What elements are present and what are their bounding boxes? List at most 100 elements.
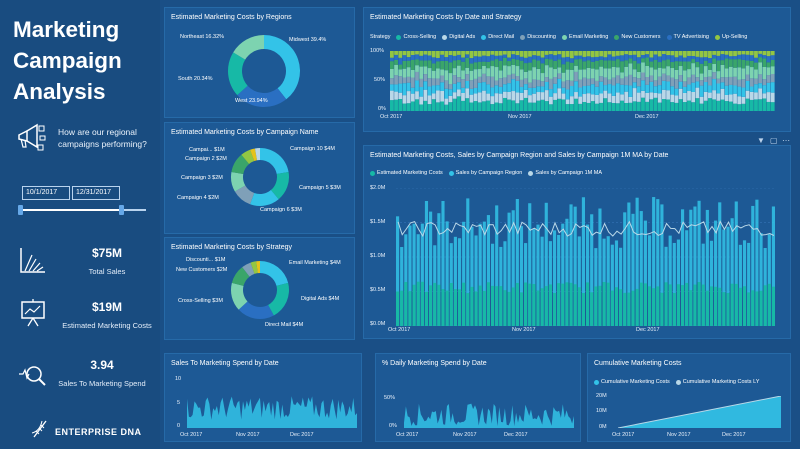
donut-slice[interactable]: [231, 267, 250, 286]
donut-slice[interactable]: [250, 148, 258, 162]
legend-item[interactable]: Sales by Campaign Region: [448, 170, 523, 176]
donut-slice[interactable]: [268, 282, 289, 316]
legend-item[interactable]: Direct Mail: [481, 34, 514, 40]
donut-slice[interactable]: [250, 261, 258, 274]
sales-bar-chart[interactable]: [396, 188, 776, 326]
donut-slice[interactable]: [238, 301, 274, 319]
legend-item[interactable]: Cross-Selling: [396, 34, 436, 40]
donut-slice[interactable]: [237, 85, 287, 107]
stacked-bar-segment: [737, 86, 742, 97]
sales-bar: [627, 202, 631, 326]
donut-slice[interactable]: [234, 185, 255, 205]
stacked-bar-segment: [615, 75, 620, 84]
end-date-input[interactable]: 12/31/2017: [72, 186, 120, 200]
campaign-donut[interactable]: [230, 147, 290, 207]
stacked-bar-segment: [528, 87, 532, 96]
legend-item[interactable]: Cumulative Marketing Costs: [594, 379, 670, 385]
stacked-bar-segment: [632, 77, 637, 83]
filter-icon[interactable]: ▼: [757, 136, 765, 145]
stacked-bar-segment: [465, 51, 470, 55]
stacked-bar-segment: [448, 89, 453, 96]
stacked-bar-segment: [549, 51, 553, 55]
stacked-bar-segment: [733, 51, 737, 57]
stacked-bar-segment: [666, 51, 670, 56]
cumulative-ly-line: [618, 396, 781, 428]
donut-slice[interactable]: [270, 171, 289, 200]
stacked-bar-segment: [682, 51, 687, 58]
y-tick-label: 0%: [389, 423, 397, 429]
legend-item[interactable]: Digital Ads: [442, 34, 475, 40]
legend-item[interactable]: Estimated Marketing Costs: [370, 170, 443, 176]
stacked-bar-segment: [741, 79, 746, 88]
legend-swatch: [614, 34, 620, 40]
donut-slice[interactable]: [231, 154, 250, 175]
stacked-bar-segment: [406, 91, 411, 104]
legend-item[interactable]: Email Marketing: [561, 34, 608, 40]
stacked-bar-segment: [507, 83, 511, 92]
stacked-bar-segment: [586, 102, 591, 111]
x-tick-label: Dec 2017: [504, 432, 528, 438]
legend-item[interactable]: Discounting: [520, 34, 556, 40]
donut-slice[interactable]: [241, 149, 255, 164]
donut-slice[interactable]: [260, 261, 289, 286]
cumulative-area-chart[interactable]: [618, 396, 781, 428]
sales-bar: [705, 209, 709, 326]
donut-slice[interactable]: [231, 171, 246, 192]
legend-label: Discounting: [527, 34, 556, 40]
regions-donut[interactable]: [227, 34, 301, 108]
stacked-bar-segment: [632, 101, 637, 111]
legend-item[interactable]: Sales by Campaign 1M MA: [528, 170, 602, 176]
legend-item[interactable]: Cumulative Marketing Costs LY: [675, 379, 759, 385]
stacked-bar-segment: [695, 77, 700, 82]
stacked-bar-segment: [749, 51, 754, 56]
stacked-bar-segment: [490, 76, 495, 88]
stacked-bar-segment: [758, 83, 763, 89]
more-options-icon[interactable]: ⋯: [782, 136, 790, 145]
stacked-bar-segment: [565, 51, 570, 57]
stacked-bar-segment: [394, 51, 398, 55]
stacked-bar-segment: [716, 55, 721, 61]
stacked-bar-segment: [712, 90, 717, 100]
legend-item[interactable]: TV Advertising: [666, 34, 709, 40]
stacked-bar-segment: [678, 99, 683, 111]
slider-start-handle[interactable]: [18, 205, 23, 215]
start-date-input[interactable]: 10/1/2017: [22, 186, 70, 200]
stacked-bar-segment: [519, 69, 524, 80]
donut-slice[interactable]: [264, 35, 300, 100]
sales-spend-panel: Sales To Marketing Spend by Date 10 5 0 …: [164, 353, 362, 442]
stacked-bar-segment: [590, 61, 595, 69]
stacked-bar-segment: [431, 93, 436, 100]
stacked-bar-segment: [720, 54, 725, 61]
slider-end-handle[interactable]: [118, 205, 124, 215]
legend-swatch: [442, 34, 448, 40]
stacked-bar-segment: [574, 71, 578, 82]
stacked-bar-segment: [691, 74, 696, 83]
stacked-bar-segment: [436, 78, 440, 86]
donut-slice[interactable]: [254, 148, 260, 161]
focus-mode-icon[interactable]: ▢: [770, 136, 778, 145]
donut-slice[interactable]: [250, 190, 279, 206]
sales-spend-area-chart[interactable]: [187, 380, 357, 428]
donut-slice[interactable]: [233, 35, 264, 60]
donut-slice[interactable]: [256, 261, 260, 274]
stacked-bar-chart[interactable]: [390, 51, 775, 111]
stacked-bar-segment: [682, 61, 687, 71]
stacked-bar-segment: [758, 57, 763, 63]
stacked-bar-segment: [695, 51, 700, 57]
daily-spend-area-chart[interactable]: [404, 390, 574, 428]
legend-item[interactable]: New Customers: [614, 34, 661, 40]
donut-slice[interactable]: [260, 148, 289, 175]
donut-slice[interactable]: [242, 262, 255, 277]
legend-item[interactable]: Up-Selling: [714, 34, 747, 40]
donut-slice[interactable]: [231, 282, 248, 310]
stacked-bar-segment: [482, 90, 486, 102]
cost-bar: [685, 282, 689, 326]
stacked-bar-segment: [511, 100, 516, 111]
strategy-donut[interactable]: [230, 260, 290, 320]
stacked-bar-segment: [532, 55, 537, 60]
donut-slice[interactable]: [228, 52, 248, 96]
stacked-bar-segment: [461, 87, 465, 93]
date-slider[interactable]: [20, 209, 146, 211]
sales-bar: [404, 234, 408, 326]
legend-label: Sales by Campaign Region: [455, 170, 523, 176]
